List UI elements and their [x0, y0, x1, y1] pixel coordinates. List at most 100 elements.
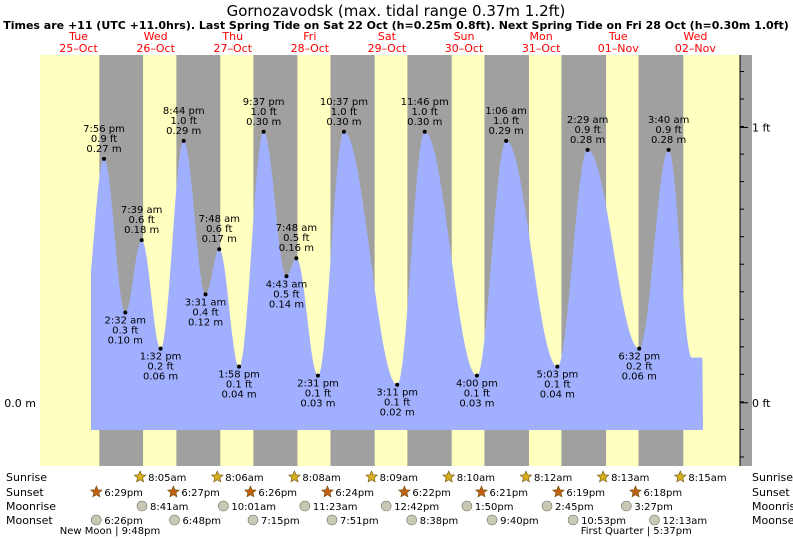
tide-point [666, 147, 671, 152]
tide-label: 7:48 am [276, 223, 318, 234]
sunrise-icon [596, 470, 610, 483]
moonset-icon [326, 514, 338, 526]
tide-label: 0.1 ft [384, 398, 410, 409]
tide-point [294, 256, 299, 261]
right-axis-label: 1 ft [752, 121, 771, 134]
day-name: Sun [454, 30, 475, 43]
tide-point [158, 346, 163, 351]
day-name: Mon [530, 30, 553, 43]
tide-label: 0.5 ft [283, 233, 309, 244]
sunset-time: 6:21pm [489, 488, 528, 499]
tide-label: 0.28 m [651, 135, 686, 146]
tide-label: 3:11 pm [376, 388, 418, 399]
tide-label: 6:32 pm [618, 352, 660, 363]
sunrise-time: 8:09am [380, 473, 418, 484]
sunset-time: 6:24pm [335, 488, 374, 499]
sunrise-icon [210, 470, 224, 483]
sunset-icon [166, 485, 180, 498]
left-axis-label: 0.0 m [4, 397, 36, 410]
tide-label: 0.6 ft [206, 224, 232, 235]
row-label-right-moonset: Moonset [752, 514, 793, 527]
sunrise-icon [673, 470, 687, 483]
tide-point [637, 346, 642, 351]
tide-label: 2:31 pm [297, 379, 339, 390]
tide-area [91, 131, 703, 431]
moonset-icon [169, 514, 180, 526]
moonset-time: 7:15pm [261, 516, 300, 527]
tide-point [395, 382, 400, 387]
tide-label: 0.06 m [622, 372, 657, 383]
row-label-right-sunset: Sunset [752, 486, 790, 499]
tide-label: 0.14 m [269, 299, 304, 310]
tide-label: 9:37 pm [243, 97, 285, 108]
tide-label: 7:56 pm [83, 124, 125, 135]
tide-label: 5:03 pm [536, 370, 578, 381]
day-name: Tue [68, 30, 88, 43]
tide-label: 0.10 m [108, 335, 143, 346]
tide-label: 0.2 ft [626, 362, 652, 373]
tide-label: 0.2 ft [147, 362, 173, 373]
tide-label: 10:37 pm [320, 97, 368, 108]
sunrise-icon [519, 470, 533, 483]
tide-label: 1.0 ft [171, 116, 197, 127]
tide-label: 3:40 am [648, 115, 690, 126]
tide-label: 0.1 ft [305, 389, 331, 400]
sunset-time: 6:22pm [412, 488, 451, 499]
moonset-icon [247, 514, 259, 526]
tide-label: 0.5 ft [273, 289, 299, 300]
tide-label: 0.03 m [300, 399, 335, 410]
tide-point [139, 238, 144, 243]
moonset-icon [649, 514, 660, 526]
moonrise-time: 3:27pm [634, 502, 673, 513]
tide-point [341, 129, 346, 134]
moonrise-icon [461, 500, 473, 512]
row-label-left-sunset: Sunset [6, 486, 44, 499]
row-label-right-sunrise: Sunrise [752, 471, 793, 484]
moonset-icon [567, 514, 579, 526]
tide-label: 0.06 m [143, 372, 178, 383]
tide-label: 0.04 m [221, 390, 256, 401]
tide-point [203, 292, 208, 297]
sunrise-time: 8:15am [688, 473, 726, 484]
moonrise-icon [621, 500, 632, 512]
tide-point [261, 129, 266, 134]
moon-phase-label: New Moon | 9:48pm [60, 526, 160, 537]
tide-label: 0.30 m [407, 117, 442, 128]
tide-label: 0.04 m [540, 390, 575, 401]
tide-label: 8:44 pm [163, 106, 205, 117]
chart-title: Gornozavodsk (max. tidal range 0.37m 1.2… [227, 2, 566, 20]
moonrise-time: 2:45pm [555, 502, 594, 513]
sunset-time: 6:18pm [644, 488, 683, 499]
day-name: Wed [144, 30, 168, 43]
tide-label: 1:58 pm [218, 370, 260, 381]
sunrise-icon [133, 470, 147, 483]
day-name: Wed [683, 30, 707, 43]
day-name: Thu [221, 30, 243, 43]
day-date: 01–Nov [598, 42, 639, 55]
moonrise-icon [218, 500, 229, 512]
tide-label: 0.12 m [188, 317, 223, 328]
chart-subtitle: Times are +11 (UTC +11.0hrs). Last Sprin… [3, 19, 789, 32]
moonset-time: 12:13am [662, 516, 707, 527]
day-date: 25–Oct [59, 42, 98, 55]
tide-label: 0.9 ft [91, 134, 117, 145]
tide-label: 0.6 ft [129, 215, 155, 226]
sunset-time: 6:29pm [104, 488, 143, 499]
sunrise-time: 8:05am [148, 473, 186, 484]
tide-point [504, 138, 509, 143]
moonrise-time: 8:41am [150, 502, 188, 513]
tide-label: 3:31 am [185, 297, 227, 308]
tide-label: 0.1 ft [226, 380, 252, 391]
tide-label: 2:29 am [567, 115, 609, 126]
sunrise-time: 8:06am [225, 473, 263, 484]
sunset-icon [243, 485, 257, 498]
moonrise-icon [299, 500, 311, 512]
sunset-icon [397, 485, 411, 498]
tide-point [217, 247, 222, 252]
tide-label: 0.29 m [166, 126, 201, 137]
moonrise-time: 1:50pm [475, 502, 514, 513]
tide-label: 0.18 m [124, 225, 159, 236]
sunset-icon [89, 485, 103, 498]
sunrise-icon [287, 470, 301, 483]
